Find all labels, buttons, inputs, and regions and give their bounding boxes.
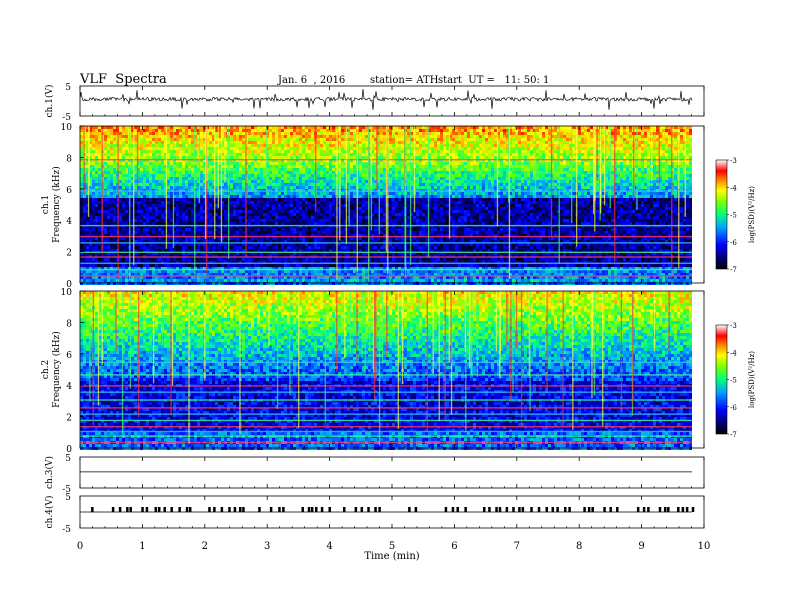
tone-line (80, 431, 692, 432)
x-tick-label: 2 (202, 541, 208, 552)
tone-line (80, 399, 692, 400)
tone-line (80, 252, 692, 253)
spectrogram-gap (692, 126, 704, 283)
x-tick-label: 9 (638, 541, 644, 552)
colorbar-tick-label: -7 (730, 431, 737, 439)
tone-line (80, 374, 692, 375)
tone-line (80, 385, 692, 386)
panel-frame (80, 457, 704, 488)
y-axis-label: ch.1(V) (44, 85, 55, 118)
tone-line (80, 420, 692, 421)
ch1-waveform-line (80, 89, 692, 110)
x-tick-label: 1 (139, 541, 145, 552)
vlf-spectra-figure: 5-5ch.1(V)5-5ch.3(V)5-5ch.4(V)0246810ch.… (0, 0, 792, 612)
y-tick-label: 5 (65, 493, 71, 503)
tone-line (80, 391, 692, 392)
tone-line (80, 269, 692, 270)
ch2-spectrogram (80, 291, 704, 450)
tone-line (80, 407, 692, 408)
x-tick-label: 4 (326, 541, 332, 552)
colorbar-tick-label: -3 (730, 322, 737, 330)
colorbar (716, 160, 727, 269)
x-tick-label: 0 (77, 541, 83, 552)
y-tick-label: 4 (66, 217, 72, 227)
tone-line (80, 275, 692, 276)
y-tick-label: 0 (66, 445, 72, 455)
y-axis-label: Frequency (kHz) (51, 166, 62, 243)
colorbar-tick-label: -4 (730, 184, 737, 192)
y-tick-label: 2 (66, 249, 72, 259)
y-tick-label: 8 (66, 319, 72, 329)
colorbar-tick-label: -4 (730, 349, 737, 357)
tone-line (80, 435, 692, 436)
colorbar (716, 325, 727, 434)
x-axis-label: Time (min) (364, 551, 419, 562)
y-tick-label: 8 (66, 154, 72, 164)
x-tick-label: 8 (576, 541, 582, 552)
x-tick-label: 3 (264, 541, 270, 552)
y-tick-label: 2 (66, 414, 72, 424)
x-tick-label: 10 (698, 541, 711, 552)
y-axis-channel-label: ch.1 (41, 195, 51, 214)
colorbar-tick-label: -3 (730, 157, 737, 165)
colorbar-tick-label: -5 (730, 212, 737, 220)
y-tick-label: 4 (66, 382, 72, 392)
colorbar-tick-label: -5 (730, 377, 737, 385)
panel-frame (80, 86, 704, 116)
y-tick-label: 10 (61, 123, 73, 133)
y-tick-label: -5 (62, 525, 71, 535)
y-tick-label: -5 (62, 113, 71, 123)
tone-line (80, 362, 692, 363)
ch4-pulses (91, 507, 694, 512)
y-axis-label: ch.4(V) (44, 496, 55, 529)
tone-line (80, 442, 692, 443)
y-axis-label: ch.3(V) (44, 456, 55, 489)
tone-line (80, 263, 692, 264)
y-tick-label: 6 (66, 351, 72, 361)
ch1-spectrogram (80, 126, 704, 285)
tone-line (80, 256, 692, 257)
colorbar-tick-label: -7 (730, 266, 737, 274)
colorbar-tick-label: -6 (730, 239, 737, 247)
tone-line (80, 426, 692, 427)
x-tick-label: 6 (451, 541, 457, 552)
spectrogram-gap (692, 291, 704, 448)
colorbar-tick-label: -6 (730, 404, 737, 412)
y-tick-label: 5 (65, 83, 71, 93)
tone-line (80, 413, 692, 414)
colorbar-label: log(PSD)(V²/Hz) (748, 186, 756, 243)
y-tick-label: 5 (65, 454, 71, 464)
y-tick-label: 10 (61, 288, 73, 298)
y-tick-label: 6 (66, 186, 72, 196)
y-axis-label: Frequency (kHz) (51, 331, 62, 408)
colorbar-label: log(PSD)(V²/Hz) (748, 351, 756, 408)
x-tick-label: 7 (514, 541, 520, 552)
y-axis-channel-label: ch.2 (41, 360, 51, 379)
